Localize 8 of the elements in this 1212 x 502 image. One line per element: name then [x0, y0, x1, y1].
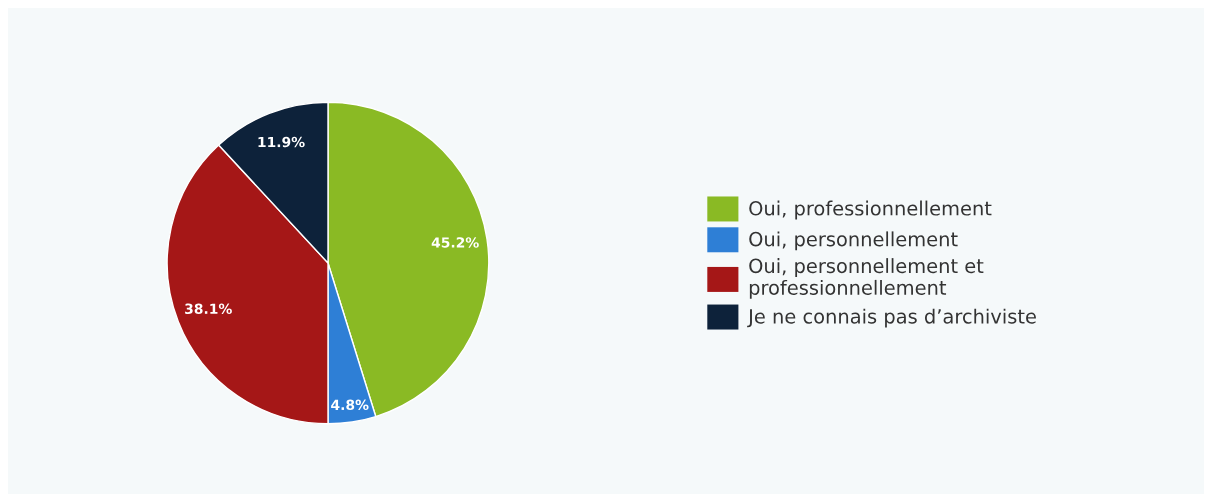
data-label: 45.2%	[431, 237, 479, 248]
legend-label: Oui, professionnellement	[749, 200, 992, 220]
legend-label: Je ne connais pas d’archiviste	[747, 308, 1036, 328]
data-label: 38.1%	[185, 303, 232, 315]
legend-label: Oui, personnellement	[749, 231, 958, 251]
data-label: 4.8%	[331, 399, 369, 411]
data-label: 11.9%	[258, 136, 305, 148]
legend-label: Oui, personnellement et professionnellement	[749, 258, 984, 299]
